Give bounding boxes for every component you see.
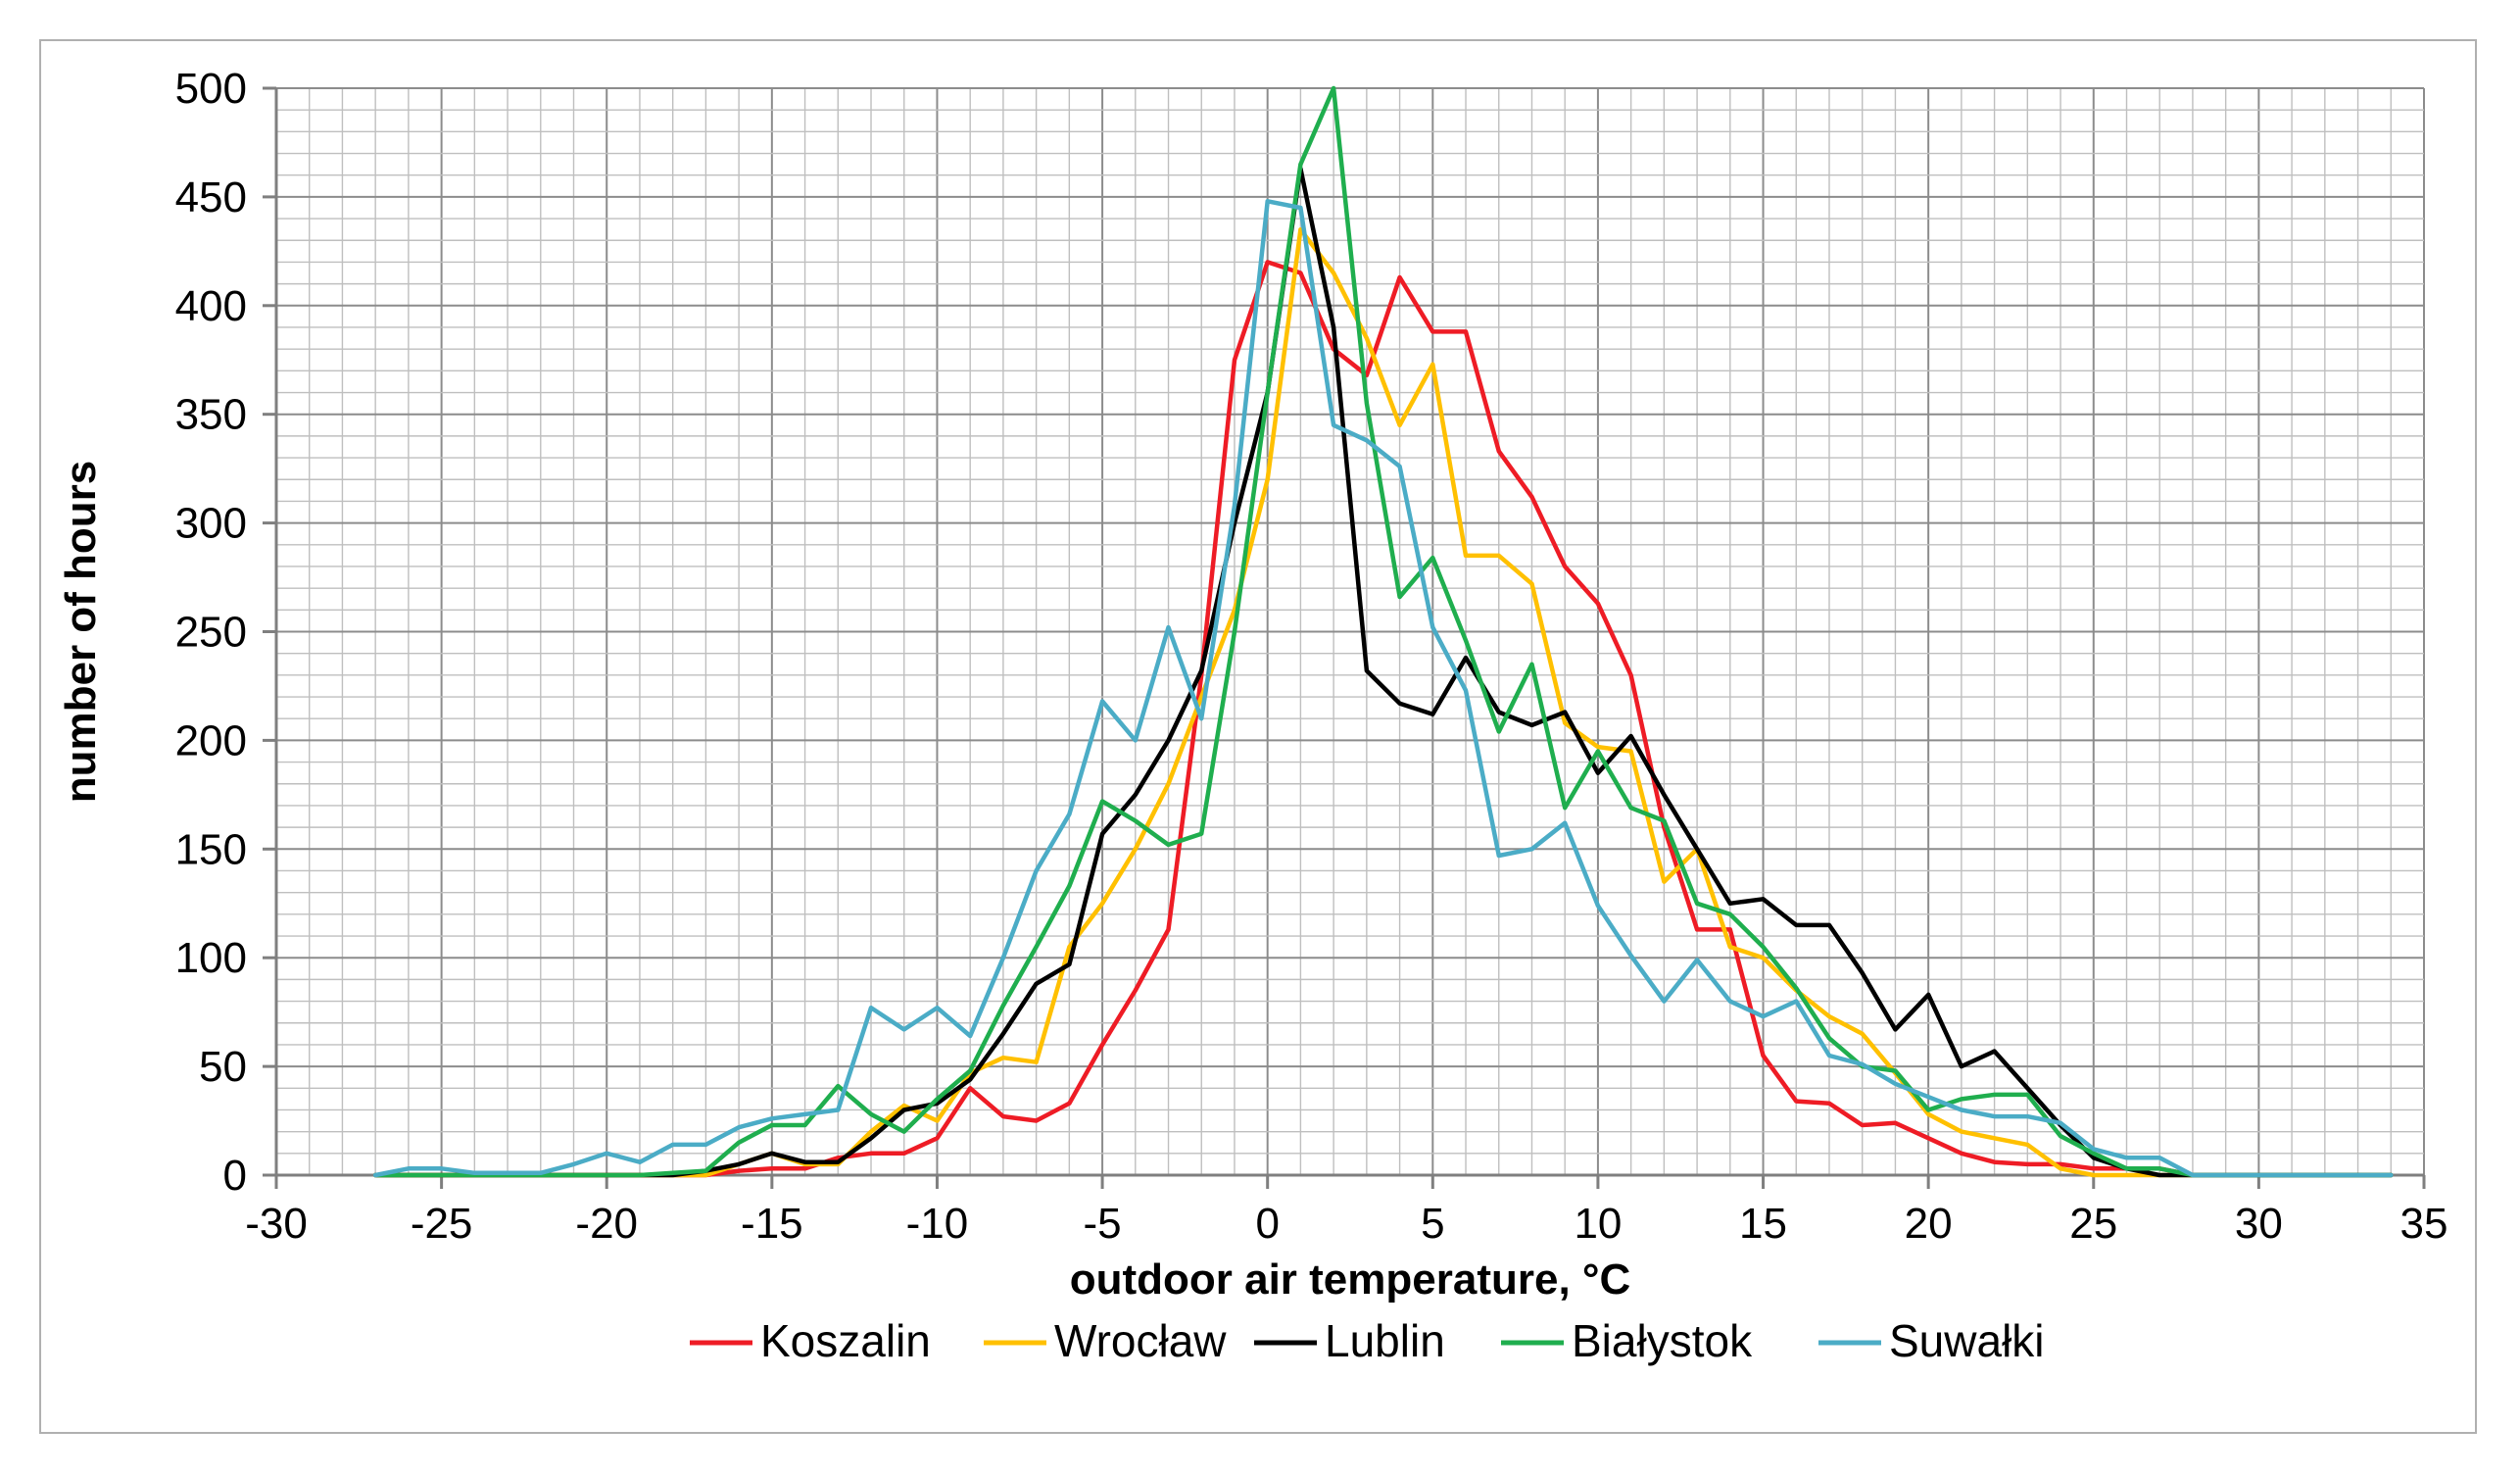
series-line-suwałki [372,199,2394,1178]
legend-label-koszalin: Koszalin [760,1315,931,1366]
x-tick-label: 15 [1739,1200,1787,1248]
legend-label-wrocław: Wrocław [1054,1315,1227,1366]
x-tick-label: 0 [1255,1200,1279,1248]
tick-labels: -30 -25 -20 -15 -10 -5 0 5 10 15 20 25 30 35050100150… [175,65,2448,1248]
x-axis-title: outdoor air temperature, °C [1070,1255,1631,1304]
series-line-lublin [372,166,2394,1178]
series-line-wrocław [372,226,2394,1178]
line-chart: -30 -25 -20 -15 -10 -5 0 5 10 15 20 25 30 35050100150… [57,65,2448,1366]
y-tick-label: 500 [175,65,247,113]
y-tick-label: 250 [175,609,247,657]
y-axis-title: number of hours [57,461,105,804]
x-tick-label: 35 [2400,1200,2448,1248]
legend-label-lublin: Lublin [1325,1315,1445,1366]
legend: Koszalin Wrocław Lublin Białystok Suwałki [690,1315,2045,1366]
x-tick-label: 5 [1421,1200,1444,1248]
chart-frame: -30 -25 -20 -15 -10 -5 0 5 10 15 20 25 30 35 0 50 100 150… [39,39,2477,1434]
x-tick-label: 30 [2235,1200,2283,1248]
y-tick-label: 400 [175,282,247,330]
legend-label-białystok: Białystok [1572,1315,1753,1366]
y-tick-label: 0 [223,1152,247,1200]
y-tick-label: 450 [175,173,247,222]
y-tick-label: 200 [175,716,247,764]
x-tick-label: -5 [1084,1200,1122,1248]
y-tick-label: 150 [175,825,247,873]
x-tick-label: 25 [2069,1200,2117,1248]
y-tick-label: 300 [175,500,247,548]
x-tick-label: -10 [906,1200,969,1248]
x-tick-label: -25 [411,1200,473,1248]
series-line-białystok [372,85,2394,1178]
x-tick-label: -30 [245,1200,308,1248]
legend-label-suwałki: Suwałki [1889,1315,2045,1366]
x-tick-label: 20 [1905,1200,1953,1248]
axes [263,86,2426,1189]
x-tick-label: -15 [741,1200,803,1248]
y-tick-label: 350 [175,391,247,439]
y-tick-label: 100 [175,934,247,982]
series-lines [372,85,2394,1178]
x-tick-label: 10 [1574,1200,1622,1248]
y-tick-label: 50 [199,1043,247,1091]
gridlines [275,87,2425,1176]
x-tick-label: -20 [575,1200,638,1248]
